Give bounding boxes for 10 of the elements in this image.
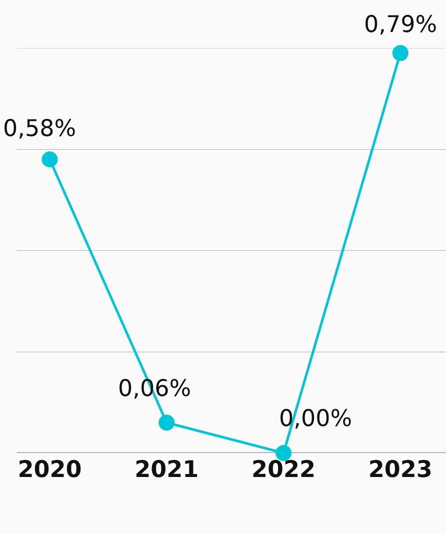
x-tick-label: 2020 [18, 457, 82, 483]
point [392, 45, 408, 62]
x-tick-label: 2023 [368, 457, 432, 483]
data-label: 0,58% [3, 116, 76, 142]
point [158, 414, 175, 431]
point [276, 445, 292, 461]
data-label: 0,79% [364, 12, 438, 38]
x-tick-label: 2021 [134, 457, 199, 483]
x-tick-label: 2022 [252, 457, 316, 483]
point [42, 151, 58, 168]
